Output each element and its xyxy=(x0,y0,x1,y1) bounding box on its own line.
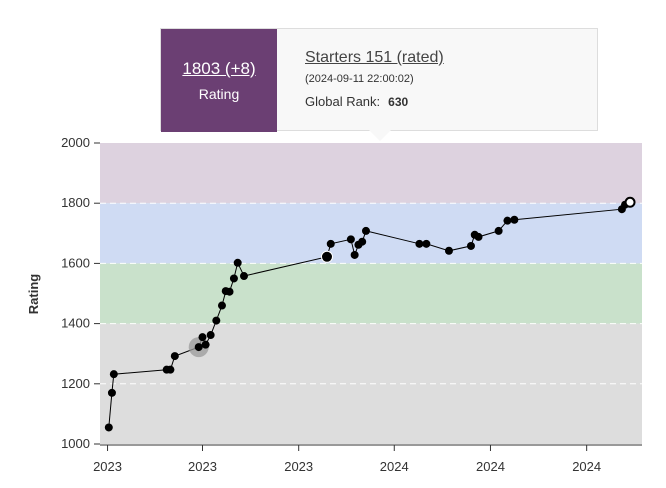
x-tick-label: 2024 xyxy=(476,459,505,474)
tooltip-rating-label: Rating xyxy=(198,86,240,102)
event-name-link[interactable]: Starters 151 (rated) xyxy=(305,49,444,66)
data-point[interactable] xyxy=(104,423,113,432)
data-point[interactable] xyxy=(201,340,210,349)
data-point[interactable] xyxy=(474,232,483,241)
y-tick-label: 1400 xyxy=(61,316,90,331)
event-date: (2024-09-11 22:00:02) xyxy=(305,73,414,85)
band-2 xyxy=(100,203,642,264)
rating-bands xyxy=(100,143,642,444)
data-point[interactable] xyxy=(350,250,359,259)
y-tick-label: 2000 xyxy=(61,135,90,150)
data-point[interactable] xyxy=(358,237,367,246)
x-tick-label: 2023 xyxy=(93,459,122,474)
data-point[interactable] xyxy=(170,352,179,361)
y-tick-label: 1000 xyxy=(61,436,90,451)
band-1 xyxy=(100,263,642,324)
x-tick-label: 2023 xyxy=(284,459,313,474)
data-point[interactable] xyxy=(206,331,215,340)
series-points[interactable] xyxy=(104,196,636,432)
data-point-large[interactable] xyxy=(320,250,333,263)
data-point[interactable] xyxy=(346,235,355,244)
gridlines xyxy=(100,202,642,385)
data-point[interactable] xyxy=(212,316,221,325)
data-point[interactable] xyxy=(444,246,453,255)
rating-tooltip: 1803 (+8) Rating Starters 151 (rated) (2… xyxy=(160,28,598,141)
data-point[interactable] xyxy=(229,274,238,283)
data-point[interactable] xyxy=(361,226,370,235)
data-point[interactable] xyxy=(194,343,203,352)
data-point[interactable] xyxy=(510,215,519,224)
y-axis: 1000 1200 1400 1600 1800 2000 xyxy=(61,135,100,451)
x-tick-label: 2023 xyxy=(188,459,217,474)
tooltip-arrow xyxy=(368,129,392,141)
data-point[interactable] xyxy=(415,239,424,248)
data-point[interactable] xyxy=(198,333,207,342)
data-point[interactable] xyxy=(494,226,503,235)
x-axis: 2023 2023 2023 2024 2024 2024 xyxy=(93,444,642,474)
data-point[interactable] xyxy=(109,370,118,379)
data-point[interactable] xyxy=(503,216,512,225)
y-tick-label: 1200 xyxy=(61,376,90,391)
data-point[interactable] xyxy=(239,272,248,281)
data-point-selected[interactable] xyxy=(624,196,636,208)
x-tick-label: 2024 xyxy=(380,459,409,474)
data-point[interactable] xyxy=(326,239,335,248)
y-tick-label: 1800 xyxy=(61,195,90,210)
tooltip-details: Starters 151 (rated) (2024-09-11 22:00:0… xyxy=(305,49,444,109)
data-point[interactable] xyxy=(217,301,226,310)
tooltip-rating-panel: 1803 (+8) Rating xyxy=(161,29,277,132)
tooltip-rating-value[interactable]: 1803 (+8) xyxy=(182,59,256,78)
band-3 xyxy=(100,143,642,204)
data-point[interactable] xyxy=(166,365,175,374)
data-point[interactable] xyxy=(107,388,116,397)
data-point[interactable] xyxy=(233,258,242,267)
y-tick-label: 1600 xyxy=(61,255,90,270)
data-point[interactable] xyxy=(422,239,431,248)
y-axis-label: Rating xyxy=(26,274,41,315)
data-point[interactable] xyxy=(225,287,234,296)
x-tick-label: 2024 xyxy=(572,459,601,474)
global-rank-row: Global Rank: 630 xyxy=(305,94,444,109)
data-point[interactable] xyxy=(466,241,475,250)
global-rank-value: 630 xyxy=(388,95,409,109)
global-rank-label: Global Rank: xyxy=(305,94,381,109)
